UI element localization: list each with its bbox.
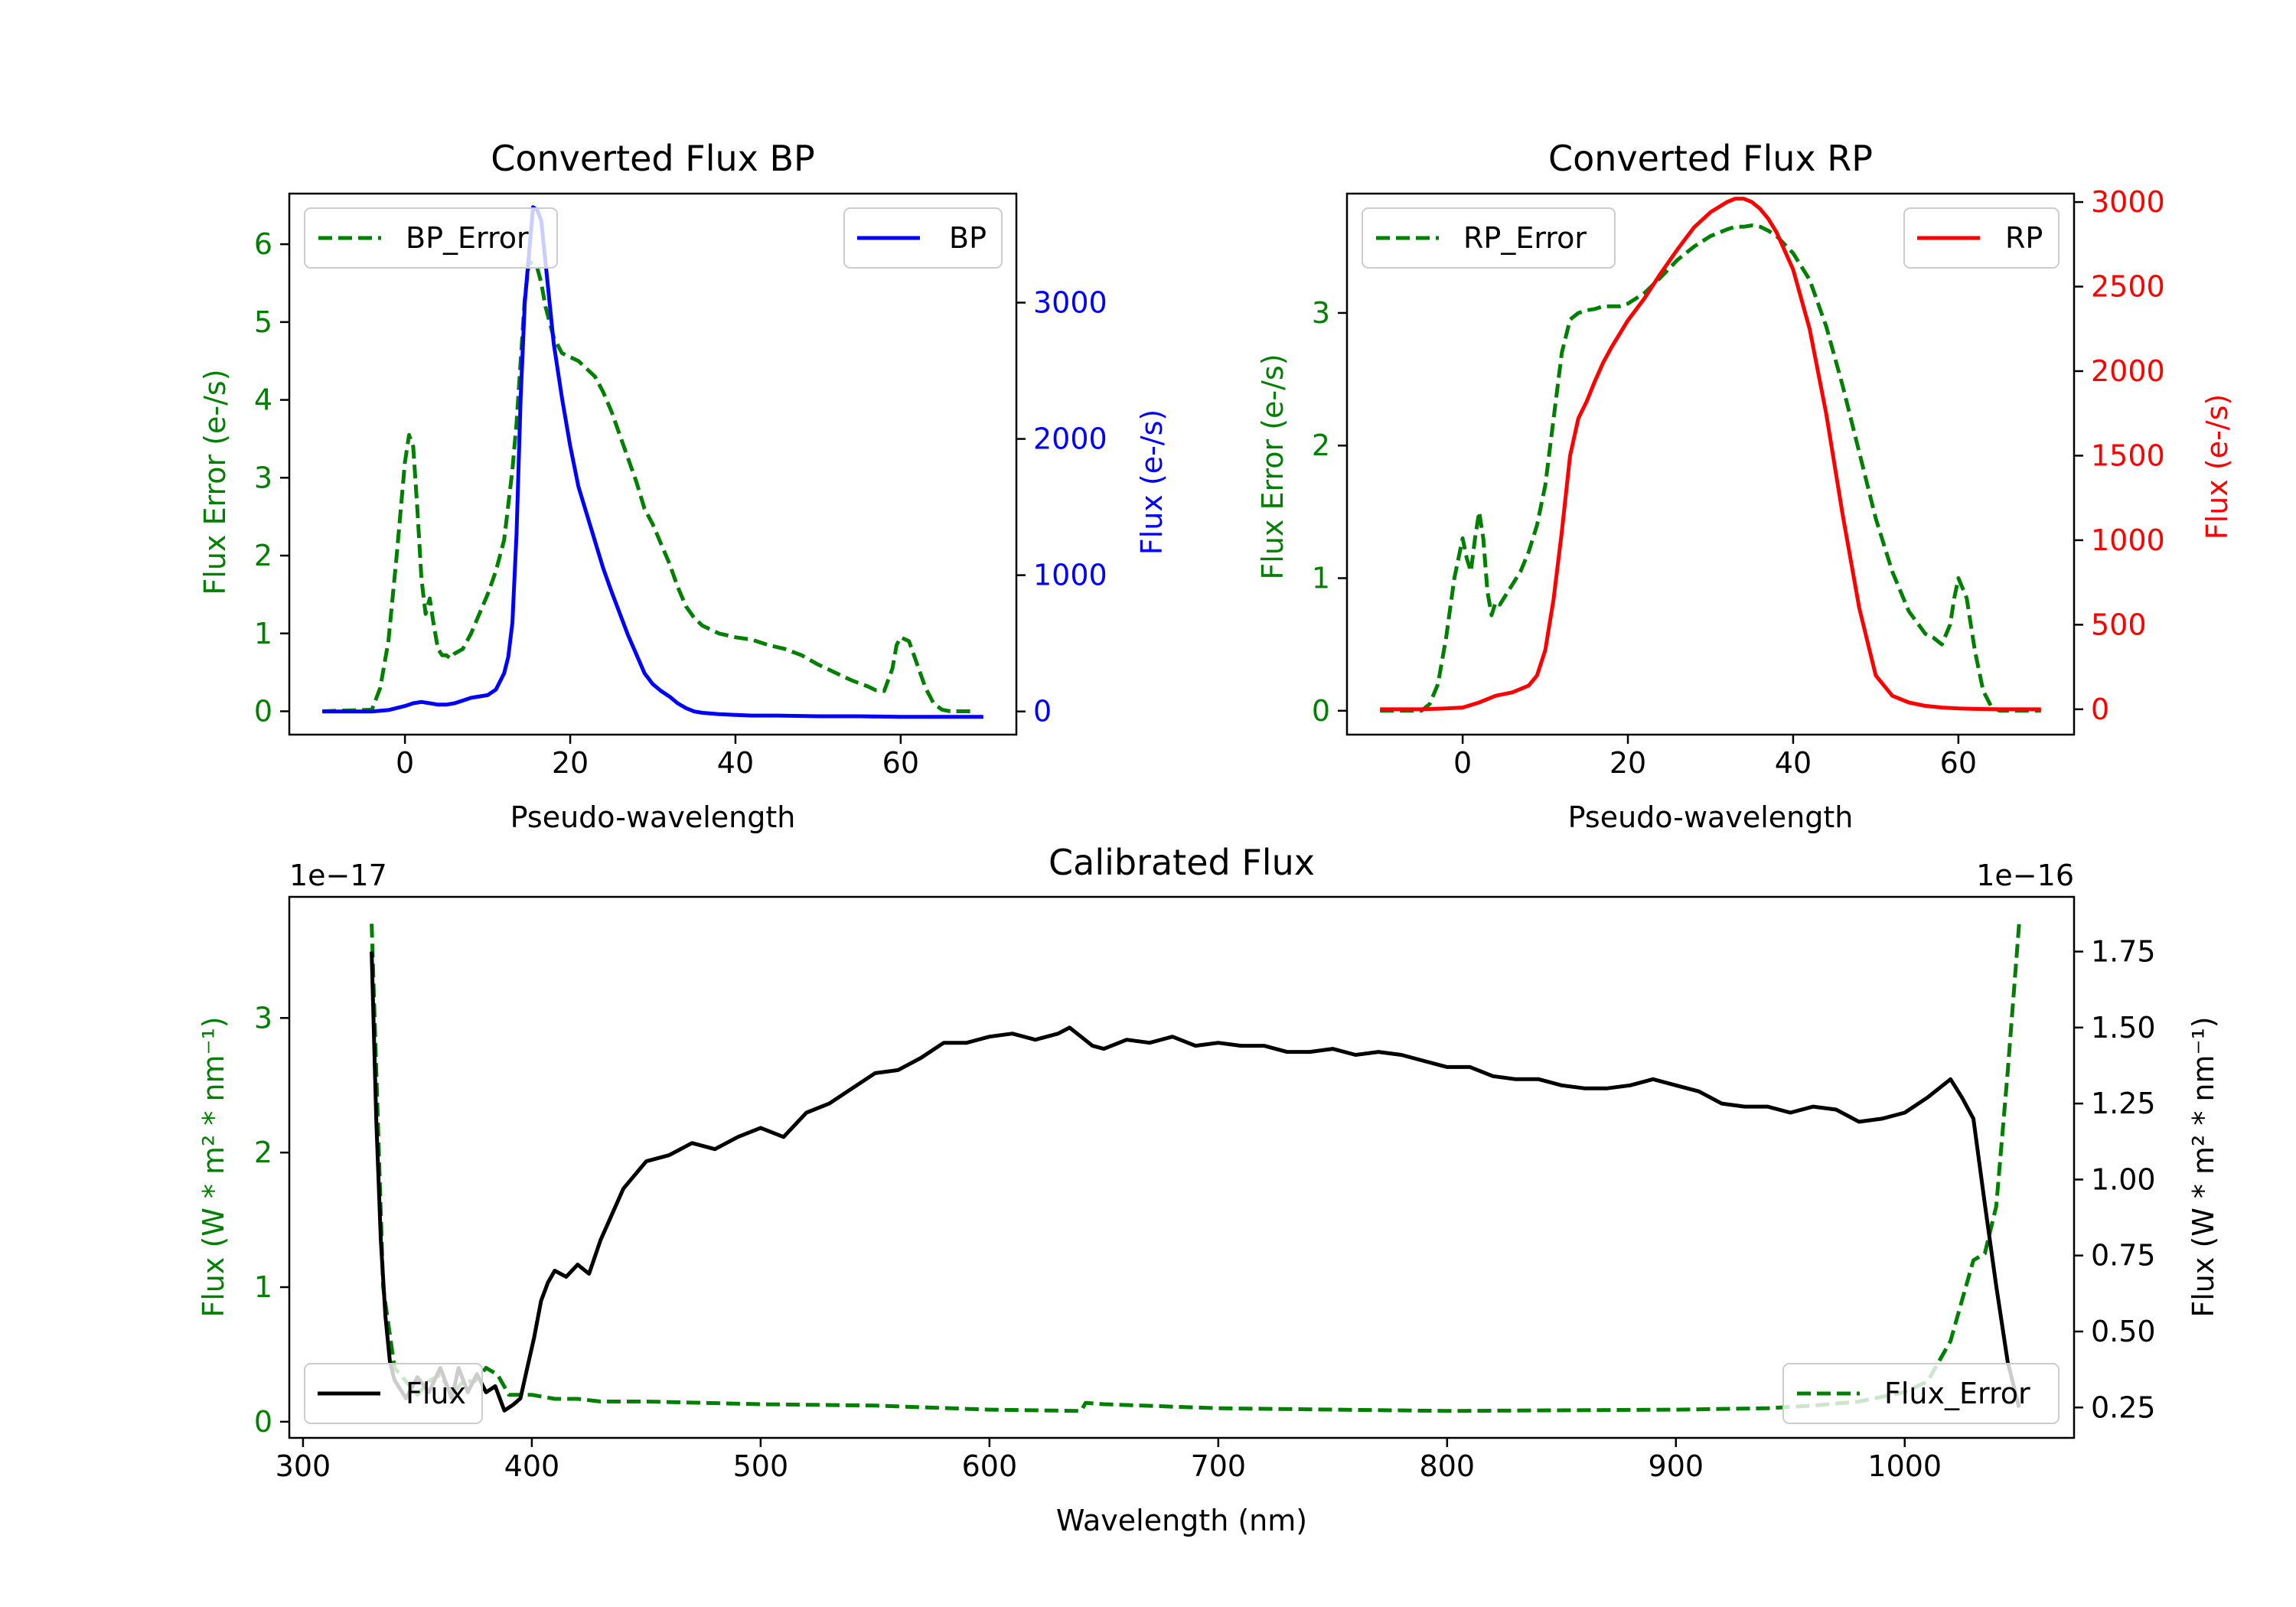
cal-xtick-label: 800 (1420, 1449, 1476, 1483)
cal-xtick-label: 500 (733, 1449, 789, 1483)
cal-axes-frame (288, 895, 2076, 1439)
cal-ytick-left-label: 2 (254, 1136, 272, 1169)
bp-ytick-right-label: 1000 (1033, 559, 1107, 592)
cal-ytick-right-label: 0.75 (2091, 1239, 2156, 1273)
panel-bp: Converted Flux BP Pseudo-wavelength Flux… (198, 138, 1169, 834)
cal-ylabel-right: Flux (W * m² * nm⁻¹) (2187, 1016, 2220, 1317)
rp-ytick-left-label: 2 (1312, 429, 1330, 462)
panel-calibrated: Calibrated Flux 1e−17 1e−16 Wavelength (… (197, 842, 2220, 1537)
cal-xlabel: Wavelength (nm) (1056, 1504, 1307, 1537)
cal-ytick-left-label: 0 (254, 1405, 272, 1439)
rp-ytick-right-label: 1500 (2091, 438, 2165, 472)
cal-legend-flux: Flux (304, 1363, 483, 1424)
cal-xtick-label: 400 (504, 1449, 560, 1483)
bp-legend-flux: BP (843, 207, 1003, 269)
cal-xtick-label: 300 (276, 1449, 331, 1483)
rp-legend-flux: RP (1903, 207, 2060, 269)
bp-legend-error-label: BP_Error (406, 221, 529, 255)
rp-ytick-left-label: 1 (1312, 562, 1330, 595)
rp-ytick-right-label: 3000 (2091, 185, 2165, 219)
rp-ytick-right-label: 500 (2091, 608, 2147, 641)
rp-ytick-right-label: 2000 (2091, 354, 2165, 388)
rp-ytick-right-label: 2500 (2091, 270, 2165, 304)
cal-offset-left: 1e−17 (289, 859, 387, 892)
cal-ytick-left-label: 1 (254, 1270, 272, 1304)
rp-ytick-right-label: 0 (2091, 693, 2109, 726)
cal-xtick-label: 700 (1191, 1449, 1247, 1483)
bp-xtick-label: 40 (717, 746, 754, 780)
cal-ytick-left-label: 3 (254, 1001, 272, 1035)
bp-xtick-label: 0 (396, 746, 414, 780)
rp-title: Converted Flux RP (1548, 138, 1873, 179)
rp-ylabel-right: Flux (e-/s) (2200, 394, 2234, 539)
rp-series-rp (1380, 197, 2041, 712)
cal-xtick-label: 900 (1649, 1449, 1704, 1483)
bp-ytick-left-label: 3 (254, 461, 272, 494)
rp-xtick-label: 20 (1609, 746, 1646, 780)
cal-legend-error-label: Flux_Error (1884, 1377, 2030, 1410)
rp-xtick-label: 0 (1453, 746, 1472, 780)
cal-ylabel-left: Flux (W * m² * nm⁻¹) (197, 1016, 230, 1317)
bp-xtick-label: 20 (552, 746, 589, 780)
cal-ytick-right-label: 0.25 (2091, 1390, 2156, 1424)
rp-xlabel: Pseudo-wavelength (1568, 800, 1854, 834)
bp-legend-error: BP_Error (304, 207, 558, 269)
rp-ytick-right-label: 1000 (2091, 523, 2165, 557)
bp-ytick-left-label: 0 (254, 694, 272, 728)
cal-legend-error: Flux_Error (1782, 1363, 2060, 1424)
bp-title: Converted Flux BP (491, 138, 815, 179)
bp-series-bp (322, 205, 983, 719)
bp-axes-frame (288, 192, 1018, 736)
bp-ytick-right-label: 3000 (1033, 285, 1107, 319)
cal-ytick-right-label: 1.25 (2091, 1087, 2156, 1120)
cal-ytick-right-label: 1.50 (2091, 1011, 2156, 1045)
bp-ytick-left-label: 6 (254, 227, 272, 261)
bp-ytick-left-label: 4 (254, 383, 272, 417)
rp-axes-frame (1345, 192, 2076, 736)
bp-ytick-left-label: 5 (254, 305, 272, 339)
rp-xtick-label: 40 (1775, 746, 1812, 780)
rp-ylabel-left: Flux Error (e-/s) (1256, 354, 1290, 579)
cal-title: Calibrated Flux (1049, 842, 1315, 883)
bp-ytick-right-label: 0 (1033, 695, 1052, 729)
cal-plot-area: 300 400 500 600 700 800 900 1000 0 1 2 3 0.25 0.50 0.7… (254, 924, 2156, 1483)
rp-xtick-label: 60 (1940, 746, 1977, 780)
bp-xlabel: Pseudo-wavelength (510, 800, 796, 834)
bp-ylabel-left: Flux Error (e-/s) (198, 369, 232, 595)
rp-plot-area: 0 20 40 60 0 1 2 3 0 500 1000 1500 2000 2500 3000 (1312, 185, 2165, 780)
bp-ylabel-right: Flux (e-/s) (1135, 409, 1169, 555)
rp-legend-error: RP_Error (1362, 207, 1616, 269)
rp-ytick-left-label: 0 (1312, 694, 1330, 728)
bp-ytick-left-label: 2 (254, 539, 272, 572)
cal-ytick-right-label: 0.50 (2091, 1315, 2156, 1348)
bp-legend-flux-label: BP (949, 221, 987, 255)
cal-legend-flux-label: Flux (406, 1377, 466, 1410)
rp-ytick-left-label: 3 (1312, 296, 1330, 330)
rp-legend-error-label: RP_Error (1463, 221, 1587, 255)
bp-ytick-left-label: 1 (254, 617, 272, 650)
cal-xtick-label: 1000 (1867, 1449, 1942, 1483)
cal-ytick-right-label: 1.75 (2091, 934, 2156, 968)
cal-ytick-right-label: 1.00 (2091, 1162, 2156, 1196)
cal-series-flux (370, 951, 2021, 1413)
bp-xtick-label: 60 (882, 746, 919, 780)
panel-rp: Converted Flux RP Pseudo-wavelength Flux… (1256, 138, 2234, 834)
rp-legend-flux-label: RP (2005, 221, 2043, 255)
cal-xtick-label: 600 (962, 1449, 1018, 1483)
bp-ytick-right-label: 2000 (1033, 422, 1107, 456)
cal-offset-right: 1e−16 (1976, 859, 2074, 892)
bp-series-bp-error (322, 259, 975, 713)
